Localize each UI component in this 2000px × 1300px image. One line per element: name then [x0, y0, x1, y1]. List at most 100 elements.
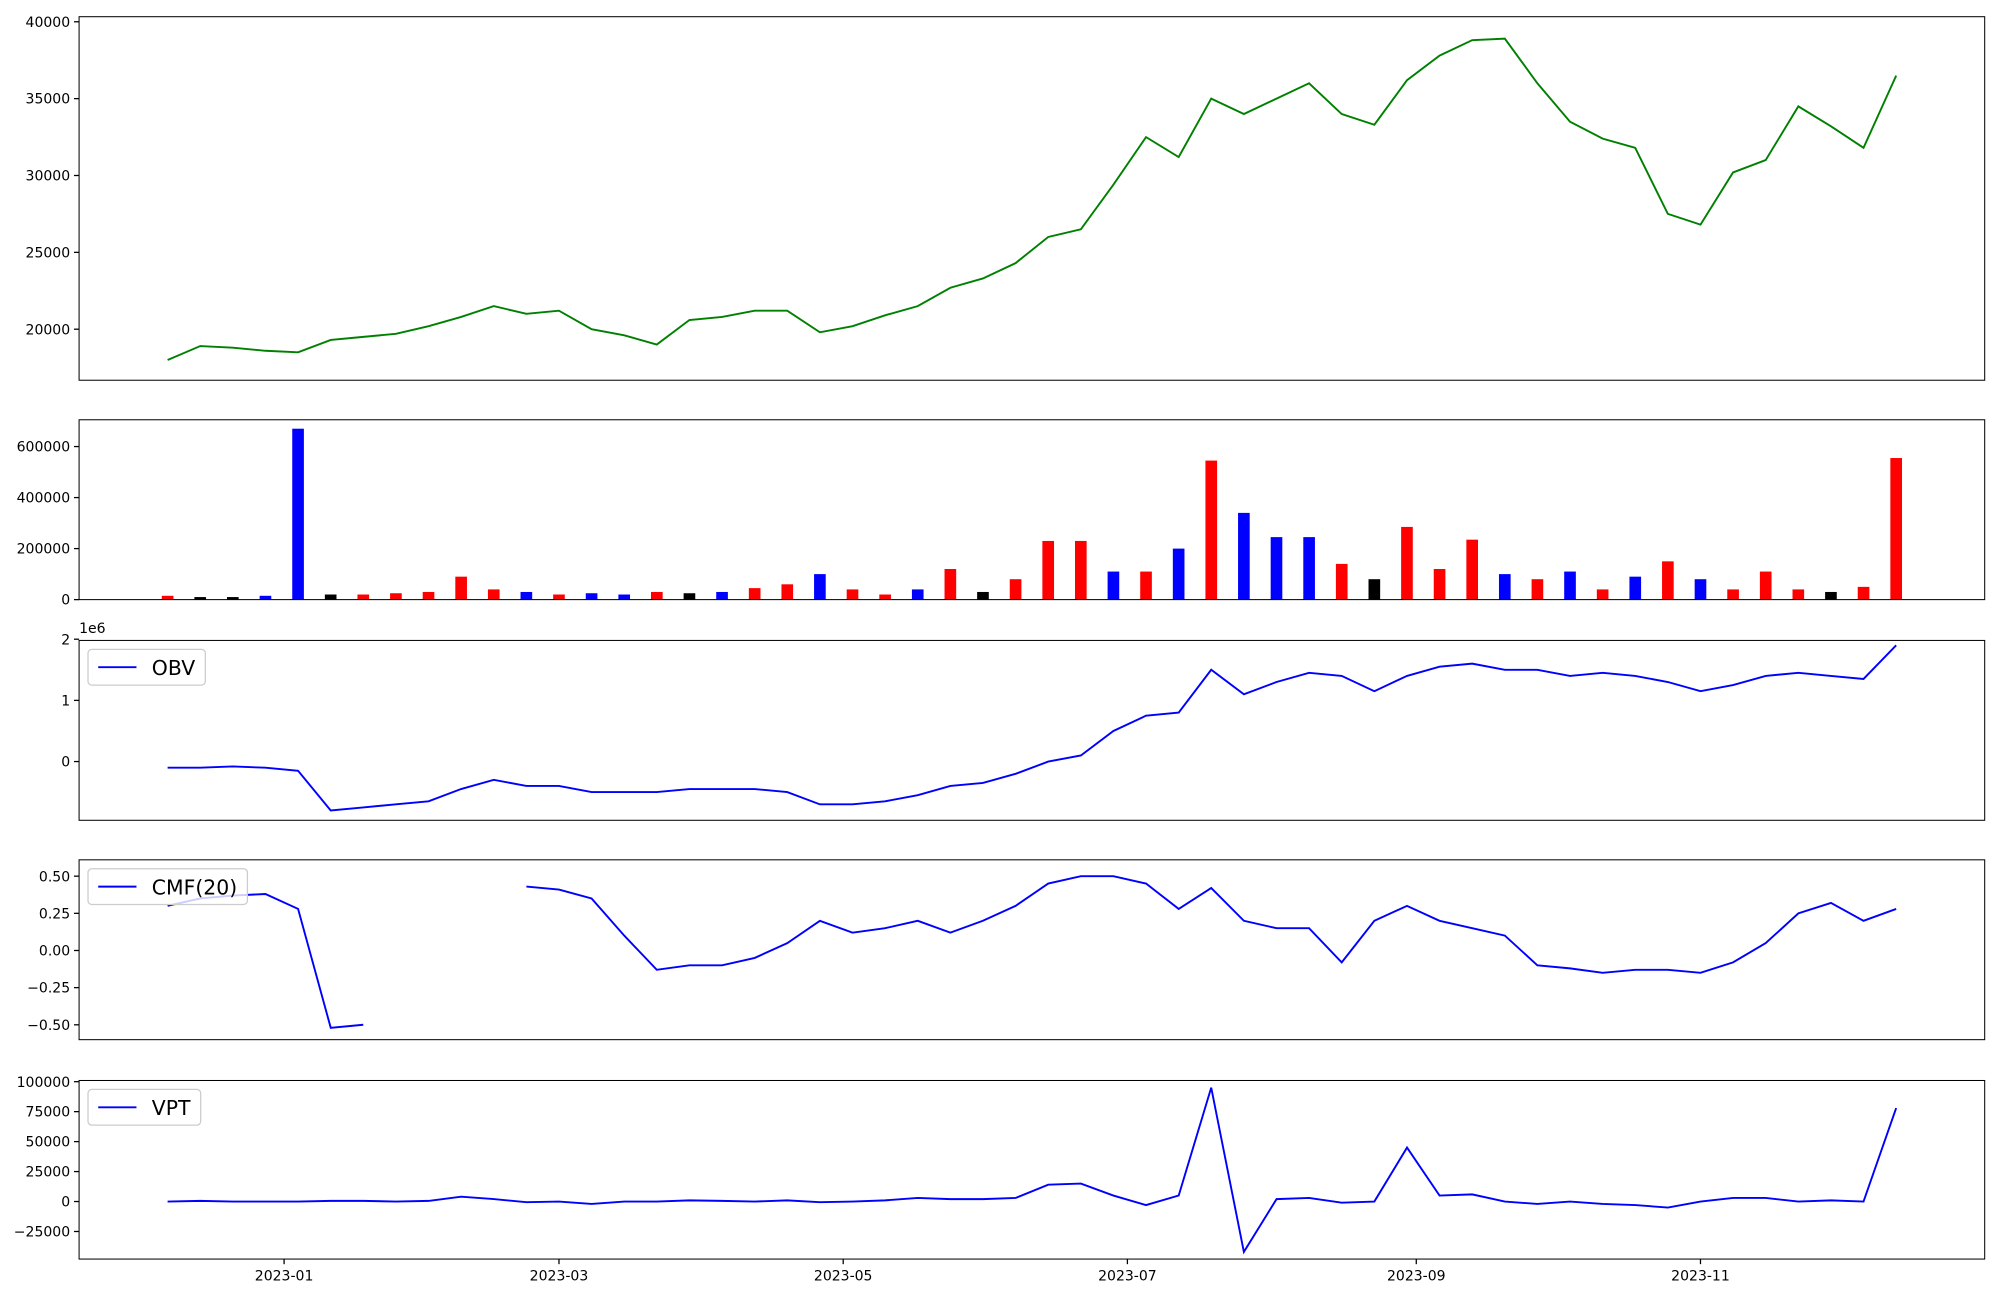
bar — [422, 591, 435, 600]
y-tick-label: 25000 — [26, 245, 71, 261]
bar — [455, 576, 467, 600]
y-tick-label: 2 — [61, 632, 70, 648]
bar — [1074, 540, 1087, 600]
bar — [977, 591, 989, 600]
line — [167, 37, 1898, 361]
bar — [1401, 526, 1413, 600]
offset-label: 1e6 — [79, 621, 106, 637]
bar — [292, 428, 304, 600]
y-tick-label: −25000 — [14, 1225, 70, 1241]
bar — [1694, 579, 1707, 600]
line — [167, 875, 1897, 1029]
bar — [846, 589, 859, 600]
bar — [259, 595, 272, 600]
bar — [1303, 537, 1315, 600]
bar — [1890, 458, 1902, 600]
bar — [324, 594, 337, 600]
bar — [1270, 537, 1283, 600]
x-tick-label: 2023-03 — [530, 1269, 589, 1285]
axes-frame — [78, 419, 1986, 601]
axes-frame — [78, 16, 1986, 381]
y-tick-label: −0.25 — [27, 981, 70, 997]
bar — [553, 594, 565, 600]
bar — [716, 591, 728, 600]
bar — [1466, 539, 1479, 600]
y-tick-label: 75000 — [26, 1105, 71, 1121]
bar — [911, 589, 924, 600]
bar — [1140, 571, 1152, 600]
bar — [1172, 548, 1185, 600]
y-tick-label: 0.00 — [39, 944, 70, 960]
bar — [1596, 589, 1609, 600]
bar — [1498, 574, 1511, 600]
y-tick-label: 0 — [61, 1195, 70, 1211]
bar — [1335, 563, 1348, 600]
bar — [161, 595, 174, 600]
bar — [814, 574, 826, 600]
bar — [520, 591, 533, 600]
bar — [1531, 579, 1544, 600]
bar — [194, 597, 207, 600]
bar — [879, 594, 891, 600]
y-tick-label: 1 — [61, 693, 70, 709]
legend-label: VPT — [152, 1096, 191, 1120]
y-tick-label: 600000 — [17, 440, 71, 456]
bar — [1042, 540, 1055, 600]
bar — [1792, 589, 1805, 600]
bar — [487, 589, 500, 600]
axes-frame — [78, 859, 1986, 1041]
y-tick-label: 25000 — [26, 1165, 71, 1181]
x-tick-label: 2023-11 — [1671, 1269, 1730, 1285]
y-tick-label: 100000 — [17, 1075, 71, 1091]
bar — [683, 593, 696, 600]
y-tick-label: 50000 — [26, 1135, 71, 1151]
bar — [1662, 561, 1674, 600]
legend — [87, 868, 249, 906]
line — [167, 1087, 1898, 1255]
legend — [87, 648, 207, 686]
bar — [1727, 589, 1739, 600]
bar — [1629, 576, 1642, 600]
bar — [748, 588, 761, 600]
bar — [1564, 571, 1576, 600]
legend — [87, 1088, 202, 1126]
y-tick-label: 400000 — [17, 491, 71, 507]
bar — [1825, 591, 1837, 600]
x-tick-label: 2023-05 — [814, 1269, 873, 1285]
y-tick-label: 0.25 — [39, 906, 70, 922]
x-tick-label: 2023-09 — [1387, 1269, 1446, 1285]
y-tick-label: 40000 — [26, 15, 71, 31]
x-tick-label: 2023-01 — [255, 1269, 314, 1285]
legend-label: OBV — [152, 656, 195, 680]
axes-frame — [78, 639, 1986, 821]
y-tick-label: −0.50 — [27, 1018, 70, 1034]
line — [167, 644, 1897, 812]
y-tick-label: 0 — [61, 755, 70, 771]
y-tick-label: 0 — [61, 593, 70, 609]
bar — [227, 597, 239, 600]
y-tick-label: 30000 — [26, 169, 71, 185]
bar — [1759, 571, 1772, 600]
y-tick-label: 20000 — [26, 322, 71, 338]
x-tick-label: 2023-07 — [1098, 1269, 1157, 1285]
bar — [1857, 586, 1870, 600]
bar — [1009, 579, 1022, 600]
y-tick-label: 35000 — [26, 92, 71, 108]
bar — [1205, 460, 1218, 600]
axes-frame — [78, 1079, 1986, 1260]
y-tick-label: 200000 — [17, 542, 71, 558]
bar — [585, 593, 598, 600]
bar — [781, 584, 794, 600]
bar — [944, 569, 957, 600]
bar — [390, 593, 402, 600]
bar — [1107, 571, 1120, 600]
bar — [650, 591, 663, 600]
bar — [357, 594, 370, 600]
bar — [618, 594, 631, 600]
bar — [1368, 579, 1381, 600]
bar — [1238, 512, 1250, 600]
y-tick-label: 0.50 — [39, 869, 70, 885]
bar — [1433, 569, 1446, 600]
legend-label: CMF(20) — [152, 875, 237, 899]
